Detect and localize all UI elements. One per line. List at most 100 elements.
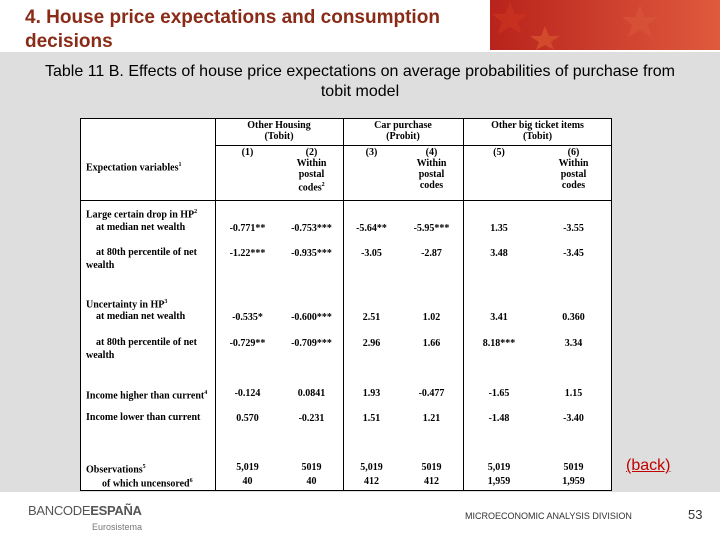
- column-note: Within postal codes2: [287, 158, 337, 193]
- cell: -3.55: [563, 223, 584, 234]
- logo-text: BANCODE: [28, 503, 91, 518]
- footnote-mark: 2: [194, 209, 198, 215]
- cell: 1.21: [422, 413, 441, 424]
- cell: -1.65: [488, 388, 510, 399]
- footnote-mark: 3: [164, 299, 168, 305]
- table: Other Housing (Tobit) Car purchase (Probit)…: [80, 118, 612, 491]
- column-number: (1): [241, 147, 254, 158]
- footnote-mark: 4: [204, 390, 208, 396]
- rule: [343, 118, 344, 491]
- group-header: Other Housing (Tobit): [215, 120, 343, 142]
- cell: 1.35: [490, 223, 508, 234]
- column-header: (6) Within postal codes: [535, 147, 612, 191]
- group-model: (Tobit): [522, 131, 553, 142]
- cell: -5.64**: [356, 223, 387, 234]
- stub-header-text: Expectation variables: [86, 162, 179, 174]
- row-label-text: Income higher than current: [86, 390, 205, 402]
- row-label: at 80th percentile of net wealth: [86, 337, 211, 362]
- cell: -0.709***: [291, 338, 332, 349]
- row-label-text: at 80th percentile of net wealth: [86, 247, 197, 271]
- cell: 3.41: [490, 312, 508, 323]
- footnote-mark: 6: [189, 478, 193, 484]
- column-header: (2) Within postal codes2: [280, 147, 343, 193]
- footnote-mark: 2: [321, 182, 325, 188]
- column-header: (3): [343, 147, 400, 158]
- rule: [80, 118, 612, 119]
- column-note: Within postal codes: [407, 158, 457, 191]
- cell: -0.935***: [291, 248, 332, 259]
- column-number: (5): [493, 147, 505, 158]
- rule: [80, 118, 81, 491]
- cell: 5019: [563, 462, 584, 473]
- rule: [80, 490, 612, 491]
- row-label: at median net wealth: [86, 222, 211, 235]
- title: 4. House price expectations and consumpt…: [25, 7, 440, 52]
- column-number: (2): [305, 147, 318, 158]
- cell: 1.02: [422, 312, 441, 323]
- cell: 1,959: [562, 476, 585, 487]
- rule: [463, 118, 464, 491]
- cell: 1.51: [362, 413, 381, 424]
- flag-decoration: [490, 0, 720, 50]
- cell: 3.48: [490, 248, 508, 259]
- group-model: (Tobit): [264, 131, 294, 142]
- column-header: (4) Within postal codes: [400, 147, 463, 191]
- cell: -1.22***: [229, 248, 266, 259]
- subtitle: Table 11 B. Effects of house price expec…: [45, 63, 675, 100]
- column-header: (5): [463, 147, 535, 158]
- stub-header: Expectation variables1: [86, 159, 211, 175]
- column-number: (6): [567, 147, 580, 158]
- row-label: Income higher than current4: [86, 387, 211, 403]
- group-header: Car purchase (Probit): [343, 120, 463, 142]
- cell: 8.18***: [482, 338, 516, 349]
- footnote-mark: 1: [178, 162, 182, 168]
- cell: 5,019: [360, 462, 383, 473]
- group-header: Other big ticket items (Tobit): [463, 120, 612, 142]
- column-number: (3): [365, 147, 378, 158]
- cell: 0.0841: [297, 388, 326, 399]
- row-label-text: Uncertainty in HP: [86, 299, 165, 311]
- row-label-text: Income lower than current: [86, 412, 201, 423]
- cell: 1,959: [487, 476, 511, 487]
- column-note-text: Within postal codes: [558, 158, 589, 191]
- column-note: Within postal codes: [549, 158, 599, 191]
- rule: [80, 200, 612, 201]
- logo: BANCODEESPAÑA: [28, 503, 142, 518]
- logo-text: ESPAÑA: [90, 503, 142, 518]
- cell: 40: [306, 476, 317, 487]
- column-number: (4): [425, 147, 438, 158]
- cell: 5,019: [236, 462, 259, 473]
- back-link[interactable]: (back): [626, 457, 671, 474]
- row-label-text: Large certain drop in HP: [86, 209, 195, 221]
- row-label-text: Observations: [86, 464, 143, 476]
- cell: -0.771**: [229, 223, 266, 234]
- footnote-mark: 5: [142, 464, 146, 470]
- row-label: at 80th percentile of net wealth: [86, 247, 211, 272]
- column-note-text: Within postal codes: [296, 158, 327, 194]
- cell: 1.93: [362, 388, 381, 399]
- row-label-text: at median net wealth: [96, 311, 186, 322]
- cell: 5019: [301, 462, 322, 473]
- cell: 3.34: [564, 338, 583, 349]
- division: MICROECONOMIC ANALYSIS DIVISION: [465, 511, 632, 521]
- group-model: (Probit): [386, 131, 420, 142]
- cell: 0.360: [562, 312, 585, 323]
- row-label: of which uncensored6: [86, 475, 211, 491]
- row-label: at median net wealth: [86, 311, 211, 324]
- group-name: Car purchase: [374, 120, 432, 131]
- rule: [611, 118, 612, 491]
- column-header: (1): [215, 147, 280, 158]
- cell: 412: [424, 476, 439, 487]
- cell: -0.231: [298, 413, 325, 424]
- cell: -0.600***: [291, 312, 332, 323]
- row-label: Income lower than current: [86, 412, 211, 425]
- cell: 5019: [421, 462, 442, 473]
- row-label: Large certain drop in HP2: [86, 206, 211, 222]
- row-label-text: at median net wealth: [96, 222, 186, 233]
- cell: -3.40: [563, 413, 584, 424]
- logo-sub: Eurosistema: [92, 522, 143, 532]
- cell: 0.570: [236, 413, 259, 424]
- cell: -5.95***: [413, 223, 450, 234]
- rule: [215, 145, 612, 146]
